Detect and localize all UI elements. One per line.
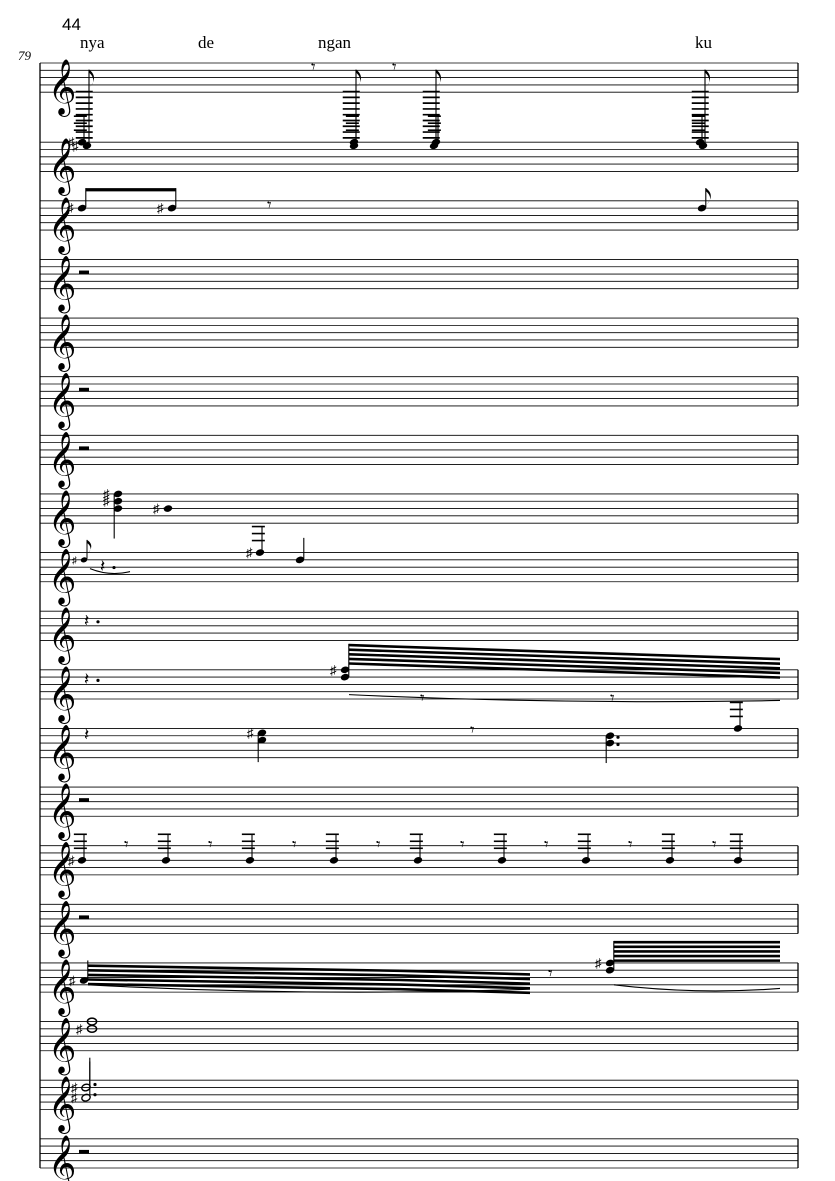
svg-text:♯: ♯ — [153, 501, 160, 516]
svg-text:𝄾: 𝄾 — [311, 57, 316, 76]
svg-text:𝄾: 𝄾 — [292, 835, 297, 854]
svg-text:𝄞: 𝄞 — [48, 1136, 76, 1181]
svg-text:𝄞: 𝄞 — [48, 784, 76, 841]
svg-text:𝄾: 𝄾 — [548, 964, 553, 983]
svg-text:𝄞: 𝄞 — [48, 843, 76, 900]
svg-text:𝄞: 𝄞 — [48, 608, 76, 665]
svg-text:𝄾: 𝄾 — [267, 195, 272, 214]
svg-text:44: 44 — [62, 15, 81, 34]
svg-text:𝄞: 𝄞 — [48, 432, 76, 489]
svg-text:𝄾: 𝄾 — [392, 57, 397, 76]
svg-text:𝄽: 𝄽 — [100, 557, 105, 576]
svg-text:𝄾: 𝄾 — [460, 835, 465, 854]
svg-text:𝄞: 𝄞 — [48, 1019, 76, 1076]
svg-text:de: de — [198, 33, 214, 52]
svg-text:𝄞: 𝄞 — [48, 491, 76, 548]
svg-text:♯: ♯ — [68, 135, 75, 150]
svg-text:♯: ♯ — [72, 555, 77, 566]
svg-text:ku: ku — [695, 33, 713, 52]
svg-text:𝄞: 𝄞 — [48, 374, 76, 431]
svg-text:𝄞: 𝄞 — [48, 60, 76, 117]
svg-text:𝄞: 𝄞 — [48, 667, 76, 724]
svg-text:𝄽: 𝄽 — [84, 725, 89, 744]
svg-text:𝄾: 𝄾 — [208, 835, 213, 854]
svg-text:𝄾: 𝄾 — [712, 835, 717, 854]
svg-text:ngan: ngan — [318, 33, 352, 52]
svg-text:𝄞: 𝄞 — [48, 960, 76, 1017]
svg-text:𝄞: 𝄞 — [48, 256, 76, 313]
svg-text:𝄞: 𝄞 — [48, 725, 76, 782]
svg-text:𝄾: 𝄾 — [420, 688, 425, 707]
svg-text:♯: ♯ — [71, 1090, 78, 1105]
svg-text:𝄾: 𝄾 — [124, 835, 129, 854]
svg-text:♯: ♯ — [595, 955, 602, 970]
svg-text:nya: nya — [80, 33, 105, 52]
svg-text:♯: ♯ — [330, 662, 337, 677]
svg-text:79: 79 — [18, 48, 32, 63]
svg-text:𝄾: 𝄾 — [376, 835, 381, 854]
svg-text:♯: ♯ — [246, 545, 253, 560]
svg-text:𝄾: 𝄾 — [544, 835, 549, 854]
svg-text:𝄾: 𝄾 — [628, 835, 633, 854]
svg-text:♯: ♯ — [157, 201, 164, 216]
svg-text:♯: ♯ — [103, 494, 110, 509]
svg-text:♯: ♯ — [247, 725, 254, 740]
svg-text:𝄾: 𝄾 — [610, 688, 615, 707]
svg-text:♯: ♯ — [76, 1021, 83, 1036]
svg-text:𝄞: 𝄞 — [48, 315, 76, 372]
svg-text:♯: ♯ — [68, 853, 75, 868]
svg-text:♯: ♯ — [67, 201, 74, 216]
svg-text:𝄾: 𝄾 — [470, 721, 475, 740]
svg-text:𝄞: 𝄞 — [48, 901, 76, 958]
svg-text:𝄽: 𝄽 — [84, 669, 89, 688]
svg-text:♯: ♯ — [69, 973, 76, 988]
svg-text:𝄽: 𝄽 — [84, 611, 89, 630]
